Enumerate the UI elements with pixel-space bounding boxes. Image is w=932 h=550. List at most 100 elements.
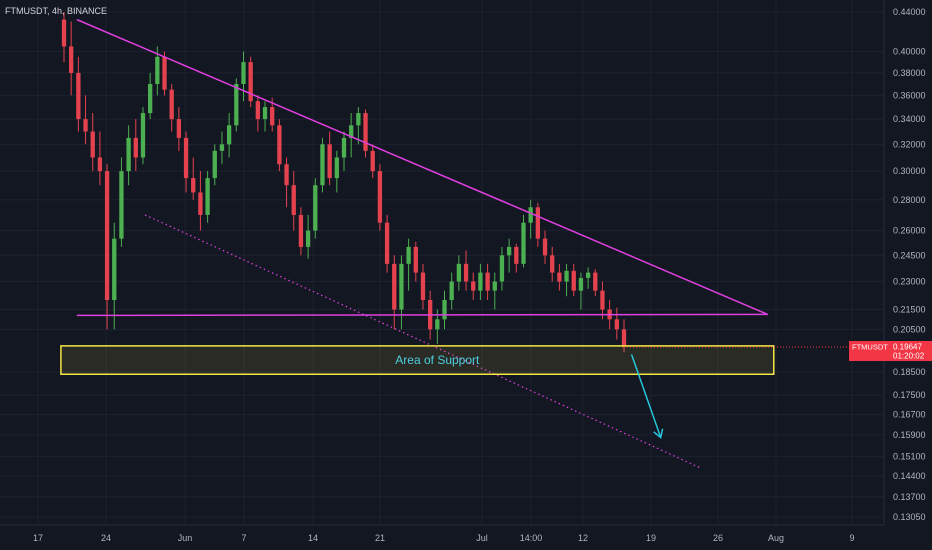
drawings: Area of Support — [60, 18, 775, 469]
candle — [133, 119, 138, 172]
candle — [478, 263, 483, 301]
time-tick-label: Jun — [178, 533, 193, 543]
candle — [341, 131, 347, 172]
candle — [334, 150, 339, 193]
candle-body — [69, 46, 74, 73]
price-tick-label: 0.24500 — [893, 250, 926, 260]
candle-body — [442, 300, 447, 320]
candle-body — [198, 192, 203, 215]
candle-body — [205, 178, 210, 215]
candle — [97, 131, 103, 186]
projection-arrow-shaft[interactable] — [630, 354, 662, 438]
candle — [305, 214, 311, 259]
candle-body — [377, 171, 383, 223]
candle-body — [542, 238, 548, 256]
candle-body — [370, 150, 375, 172]
candle-body — [341, 137, 347, 158]
candle-body — [176, 119, 182, 138]
candle — [521, 214, 526, 268]
candle-body — [90, 131, 95, 158]
price-tick-label: 0.23000 — [893, 277, 926, 287]
candle — [471, 272, 476, 301]
time-tick-label: 12 — [578, 533, 588, 543]
candle — [499, 246, 505, 291]
candle-body — [399, 263, 404, 310]
candle — [148, 72, 153, 120]
price-tick-label: 0.15100 — [893, 451, 926, 461]
candle — [585, 267, 591, 289]
candle-body — [61, 19, 67, 47]
price-tick-label: 0.18500 — [893, 367, 926, 377]
candle — [384, 214, 390, 273]
candle-body — [148, 83, 153, 114]
descending-resistance-line[interactable] — [76, 18, 769, 316]
time-tick-label: Aug — [768, 533, 784, 543]
candle-body — [255, 101, 260, 120]
candle — [456, 255, 462, 291]
candle — [104, 164, 110, 330]
price-tick-label: 0.40000 — [893, 47, 926, 57]
candle — [542, 230, 548, 264]
candle — [614, 307, 619, 340]
candle — [262, 101, 268, 132]
candle — [406, 238, 411, 291]
candle — [205, 171, 210, 223]
price-tick-label: 0.32000 — [893, 139, 926, 149]
candle-body — [76, 72, 81, 120]
candle — [392, 255, 397, 330]
price-tick-label: 0.20500 — [893, 324, 926, 334]
candle — [277, 119, 282, 172]
candle-body — [506, 246, 512, 256]
candle-body — [298, 214, 304, 247]
candle-body — [104, 171, 110, 301]
candle-body — [406, 246, 411, 264]
candle-body — [463, 263, 469, 282]
candle — [506, 238, 512, 273]
time-tick-label: 21 — [375, 533, 385, 543]
candle — [399, 255, 404, 330]
candle-body — [191, 178, 196, 193]
price-tick-label: 0.44000 — [893, 7, 926, 17]
price-tick-label: 0.13700 — [893, 492, 926, 502]
candle — [593, 269, 598, 297]
time-tick-label: 14 — [308, 533, 318, 543]
candle — [564, 263, 569, 297]
price-tick-label: 0.14400 — [893, 471, 926, 481]
price-tick-label: 0.34000 — [893, 114, 926, 124]
support-zone-box[interactable] — [60, 345, 775, 375]
candle-body — [614, 319, 619, 330]
candle-body — [119, 171, 124, 239]
candle-body — [219, 144, 225, 151]
candle-body — [270, 107, 275, 126]
candle-body — [521, 222, 526, 264]
price-tick-label: 0.26000 — [893, 226, 926, 236]
candle-body — [492, 281, 497, 291]
horizontal-support-line[interactable] — [76, 313, 768, 317]
candle — [162, 51, 167, 96]
candle — [449, 272, 454, 310]
time-axis: 17 24 Jun 7 14 21 Jul 14:00 12 19 26 Aug 9 — [33, 533, 855, 543]
candle-body — [97, 157, 103, 172]
time-tick-label: 17 — [33, 533, 43, 543]
candle — [320, 137, 325, 193]
candle-body — [162, 56, 167, 90]
candle-body — [112, 238, 117, 301]
candle — [514, 243, 519, 273]
time-tick-label: 26 — [713, 533, 723, 543]
current-price-countdown: 01:20:02 — [893, 352, 925, 361]
time-tick-label: 14:00 — [520, 533, 543, 543]
current-price-badge — [849, 341, 932, 362]
candle — [76, 56, 81, 132]
candle — [377, 164, 383, 231]
candle-body — [349, 125, 354, 138]
candle-body — [140, 113, 146, 158]
candle-body — [557, 272, 562, 282]
candle — [212, 144, 217, 186]
candle-body — [183, 137, 189, 179]
price-tick-label: 0.28000 — [893, 195, 926, 205]
candle — [485, 263, 490, 301]
candle-body — [248, 62, 253, 102]
candle-body — [585, 272, 591, 278]
candle-body — [435, 319, 440, 330]
